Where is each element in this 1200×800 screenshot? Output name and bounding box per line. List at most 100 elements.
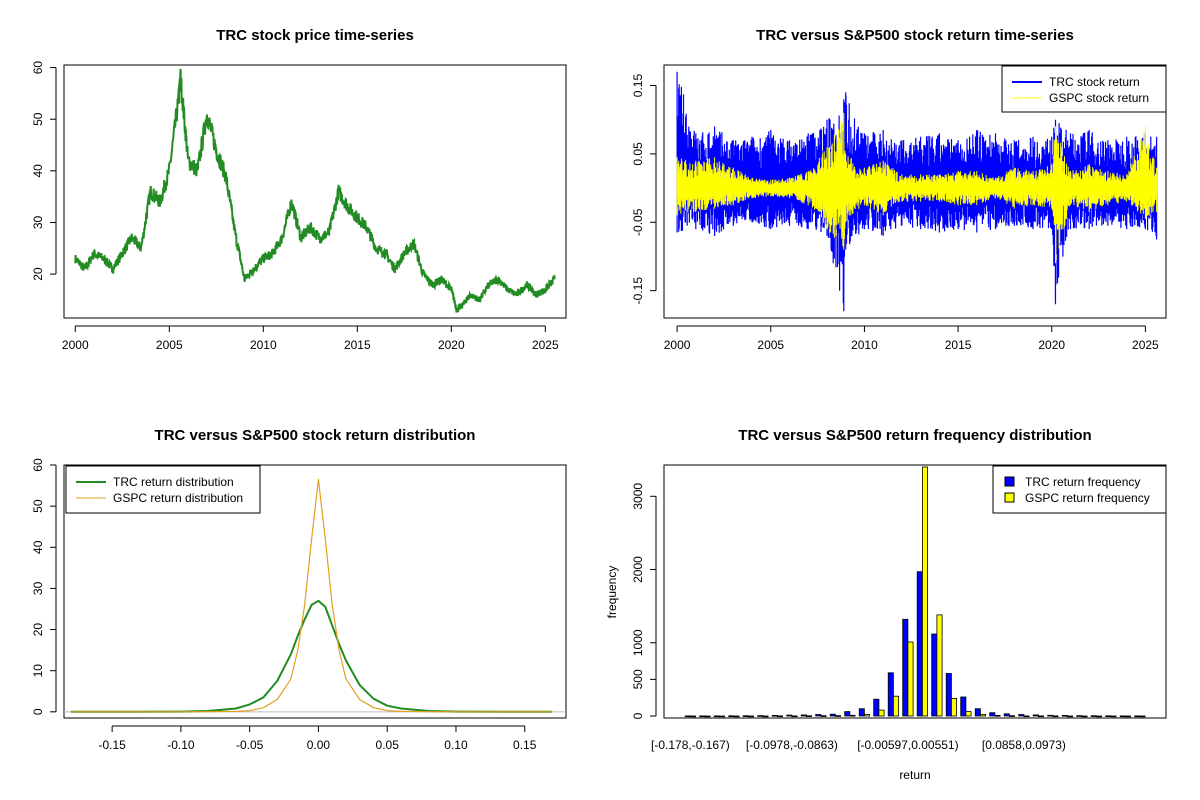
trc-frequency-legend-swatch [1004,476,1015,487]
gspc-frequency-bar [907,641,914,717]
gspc-frequency-bar [690,715,697,718]
return-timeseries-panel: TRC versus S&P500 stock return time-seri… [631,27,1167,352]
return-plot-frame [663,64,1167,319]
frequency-x-label: return [899,768,930,782]
density-x-tick-label: 0.05 [376,738,400,752]
gspc-frequency-bar [777,715,784,718]
frequency-histogram-panel: TRC versus S&P500 return frequency distr… [605,427,1167,782]
frequency-legend-box [992,465,1167,514]
gspc-frequency-bar [1110,715,1117,718]
gspc-frequency-bar [820,715,827,717]
density-x-tick-label: 0.00 [307,738,331,752]
return-x-tick-label: 2015 [945,338,972,352]
trc-frequency-bar [728,715,735,717]
density-x-tick-label: 0.15 [513,738,537,752]
trc-frequency-bar [902,618,909,717]
price-x-tick-label: 2000 [62,338,89,352]
trc-frequency-bar [1105,715,1112,717]
gspc-frequency-bar [1139,715,1146,718]
density-y-tick-label: 20 [31,623,45,637]
trc-frequency-bar [989,712,996,717]
return-x-tick-label: 2025 [1132,338,1159,352]
price-chart-title: TRC stock price time-series [216,27,414,44]
price-y-tick-label: 40 [31,164,45,178]
price-chart-marks [74,68,556,313]
gspc-frequency-bar [1067,715,1074,718]
frequency-y-tick-label: 1000 [631,629,645,656]
price-y-tick-label: 30 [31,215,45,229]
gspc-frequency-legend-swatch [1004,492,1015,503]
price-x-tick-label: 2015 [344,338,371,352]
frequency-x-axis: [-0.178,-0.167) [-0.0978,-0.0863) [-0.0059… [651,738,1066,752]
trc-frequency-bar [742,715,749,717]
density-x-axis: -0.15 -0.10 -0.05 0.00 0.05 0.10 0.15 [98,725,537,752]
gspc-frequency-bar [893,695,900,717]
frequency-legend: TRC return frequency GSPC return frequen… [992,465,1167,514]
density-legend: TRC return distribution GSPC return dist… [65,465,261,514]
trc-frequency-bar [1032,714,1039,717]
gspc-frequency-legend-label: GSPC return frequency [1025,491,1150,505]
density-y-tick-label: 60 [31,458,45,472]
density-x-tick-label: 0.10 [444,738,468,752]
gspc-frequency-bar [733,715,740,718]
trc-frequency-bar [1047,714,1054,717]
gspc-return-legend-label: GSPC stock return [1049,91,1149,105]
trc-frequency-bar [699,715,706,718]
frequency-x-tick-label: [-0.00597,0.00551) [857,738,958,752]
gspc-frequency-bar [1096,715,1103,718]
price-y-tick-label: 60 [31,61,45,75]
gspc-frequency-bar [849,714,856,717]
gspc-frequency-bar [719,715,726,718]
price-y-tick-label: 50 [31,112,45,126]
trc-frequency-bar [684,715,691,718]
trc-frequency-bar [1061,715,1068,717]
gspc-frequency-bar [1052,715,1059,718]
return-legend-box [1001,65,1167,113]
return-y-tick-label: -0.05 [631,208,645,236]
trc-frequency-bar [945,673,952,717]
price-x-tick-label: 2025 [532,338,559,352]
gspc-frequency-bar [762,715,769,718]
density-chart-marks [64,478,566,713]
price-plot-frame [63,64,567,319]
gspc-frequency-bar [936,614,943,717]
density-y-tick-label: 0 [31,708,45,715]
gspc-density-curve [70,478,553,713]
trc-frequency-bar [786,714,793,717]
density-legend-box [65,465,261,514]
gspc-return-series [676,112,1158,264]
return-y-tick-label: 0.15 [631,74,645,98]
density-x-tick-label: -0.15 [98,738,126,752]
trc-frequency-bar [887,672,894,717]
trc-frequency-bar [757,715,764,717]
gspc-frequency-bar [994,715,1001,717]
gspc-frequency-bar [965,711,972,717]
frequency-x-tick-label: [-0.178,-0.167) [651,738,730,752]
density-y-tick-label: 50 [31,499,45,513]
gspc-frequency-bar [806,715,813,717]
price-y-tick-label: 20 [31,267,45,281]
gspc-frequency-bar [922,466,929,717]
trc-frequency-bar [1119,715,1126,718]
density-y-axis: 0 10 20 30 40 50 60 [31,458,57,715]
frequency-y-tick-label: 0 [631,712,645,719]
return-y-axis: -0.15 -0.05 0.05 0.15 [631,74,657,304]
trc-frequency-bar [1090,715,1097,717]
trc-frequency-bar [916,571,923,717]
trc-frequency-bar [844,711,851,717]
gspc-frequency-bar [704,715,711,718]
trc-frequency-bar [960,696,967,717]
price-x-tick-label: 2020 [438,338,465,352]
frequency-y-tick-label: 2000 [631,556,645,583]
gspc-frequency-bar [951,698,958,717]
density-chart-title: TRC versus S&P500 stock return distribut… [155,427,476,444]
frequency-y-axis: 0 500 1000 2000 3000 [631,483,657,719]
trc-frequency-bar [800,714,807,717]
frequency-y-label: frequency [605,566,619,619]
gspc-frequency-bar [748,715,755,718]
frequency-plot-frame [663,464,1167,719]
price-x-tick-label: 2005 [156,338,183,352]
gspc-frequency-bar [1038,715,1045,718]
trc-density-curve [70,599,553,713]
